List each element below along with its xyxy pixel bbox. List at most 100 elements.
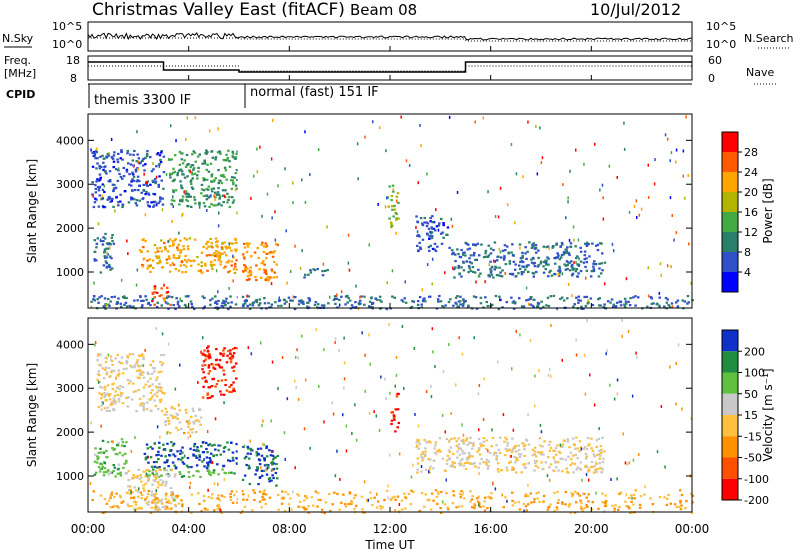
heatmap-cell bbox=[246, 452, 249, 455]
heatmap-cell bbox=[565, 467, 568, 470]
heatmap-cell bbox=[277, 508, 280, 511]
heatmap-cell bbox=[424, 453, 427, 456]
heatmap-speckle bbox=[270, 282, 273, 286]
heatmap-cell bbox=[253, 498, 256, 502]
heatmap-cell bbox=[235, 457, 238, 460]
heatmap-cell bbox=[465, 437, 469, 440]
heatmap-cell bbox=[102, 206, 105, 209]
heatmap-cell bbox=[109, 393, 112, 396]
heatmap-speckle bbox=[648, 294, 650, 298]
heatmap-cell bbox=[165, 480, 168, 483]
heatmap-cell bbox=[144, 498, 147, 501]
heatmap-cell bbox=[258, 268, 261, 271]
heatmap-speckle bbox=[428, 470, 430, 474]
heatmap-cell bbox=[506, 469, 509, 472]
heatmap-cell bbox=[173, 407, 176, 410]
heatmap-cell bbox=[174, 505, 178, 508]
heatmap-cell bbox=[119, 394, 123, 397]
heatmap-cell bbox=[456, 295, 459, 298]
heatmap-cell bbox=[252, 489, 255, 492]
heatmap-cell bbox=[255, 466, 259, 469]
heatmap-cell bbox=[231, 155, 234, 158]
heatmap-cell bbox=[225, 178, 228, 181]
heatmap-speckle bbox=[167, 240, 169, 244]
heatmap-cell bbox=[216, 463, 219, 466]
heatmap-cell bbox=[471, 506, 474, 509]
heatmap-cell bbox=[559, 457, 563, 460]
heatmap-cell bbox=[685, 500, 688, 503]
heatmap-cell bbox=[556, 461, 560, 464]
heatmap-speckle bbox=[372, 120, 374, 124]
heatmap-cell bbox=[425, 232, 429, 235]
heatmap-cell bbox=[453, 276, 456, 279]
heatmap-speckle bbox=[395, 231, 397, 235]
heatmap-cell bbox=[486, 304, 489, 308]
heatmap-cell bbox=[344, 303, 347, 306]
heatmap-cell bbox=[156, 509, 159, 512]
heatmap-cell bbox=[554, 447, 558, 450]
heatmap-cell bbox=[210, 187, 213, 190]
colorbar-segment bbox=[722, 457, 738, 479]
heatmap-cell bbox=[262, 268, 266, 271]
heatmap-speckle bbox=[647, 163, 649, 167]
heatmap-cell bbox=[175, 496, 179, 499]
heatmap-cell bbox=[567, 261, 570, 264]
heatmap-cell bbox=[133, 501, 136, 504]
heatmap-cell bbox=[99, 176, 102, 179]
heatmap-cell bbox=[171, 444, 175, 447]
heatmap-cell bbox=[590, 508, 594, 511]
heatmap-cell bbox=[101, 183, 104, 186]
heatmap-cell bbox=[522, 270, 525, 274]
heatmap-cell bbox=[568, 253, 571, 256]
heatmap-cell bbox=[151, 266, 155, 270]
heatmap-cell bbox=[438, 222, 441, 225]
heatmap-cell bbox=[511, 491, 514, 494]
heatmap-cell bbox=[226, 441, 229, 444]
heatmap-cell bbox=[477, 268, 480, 271]
heatmap-cell bbox=[535, 492, 538, 495]
heatmap-cell bbox=[515, 456, 518, 460]
heatmap-cell bbox=[313, 269, 317, 272]
heatmap-cell bbox=[525, 257, 528, 260]
heatmap-cell bbox=[262, 493, 265, 496]
heatmap-cell bbox=[577, 299, 580, 302]
heatmap-speckle bbox=[550, 324, 552, 327]
heatmap-cell bbox=[678, 505, 681, 508]
heatmap-cell bbox=[619, 304, 623, 307]
heatmap-cell bbox=[367, 305, 371, 308]
heatmap-cell bbox=[601, 468, 604, 471]
heatmap-cell bbox=[185, 195, 188, 198]
heatmap-cell bbox=[95, 198, 98, 201]
heatmap-cell bbox=[597, 437, 601, 440]
heatmap-cell bbox=[546, 296, 550, 299]
x-tick-label: 12:00 bbox=[373, 522, 408, 536]
heatmap-cell bbox=[100, 397, 103, 400]
heatmap-cell bbox=[455, 303, 458, 306]
heatmap-cell bbox=[321, 274, 325, 277]
heatmap-cell bbox=[574, 270, 578, 273]
heatmap-cell bbox=[606, 300, 610, 303]
heatmap-cell bbox=[438, 437, 442, 440]
heatmap-cell bbox=[160, 250, 163, 253]
heatmap-cell bbox=[195, 464, 199, 467]
heatmap-cell bbox=[172, 242, 175, 245]
heatmap-cell bbox=[146, 201, 149, 204]
heatmap-cell bbox=[181, 162, 185, 165]
heatmap-cell bbox=[319, 498, 322, 502]
heatmap-cell bbox=[537, 264, 541, 267]
heatmap-speckle bbox=[441, 413, 444, 417]
heatmap-cell bbox=[138, 376, 141, 380]
heatmap-cell bbox=[98, 374, 101, 377]
heatmap-cell bbox=[147, 461, 150, 464]
heatmap-cell bbox=[371, 306, 374, 309]
heatmap-cell bbox=[160, 370, 163, 373]
heatmap-cell bbox=[231, 176, 234, 179]
heatmap-cell bbox=[415, 445, 418, 448]
heatmap-cell bbox=[496, 259, 499, 262]
heatmap-cell bbox=[464, 254, 467, 257]
heatmap-speckle bbox=[359, 295, 361, 299]
heatmap-speckle bbox=[99, 238, 102, 242]
heatmap-speckle bbox=[289, 270, 292, 273]
heatmap-cell bbox=[541, 445, 544, 448]
